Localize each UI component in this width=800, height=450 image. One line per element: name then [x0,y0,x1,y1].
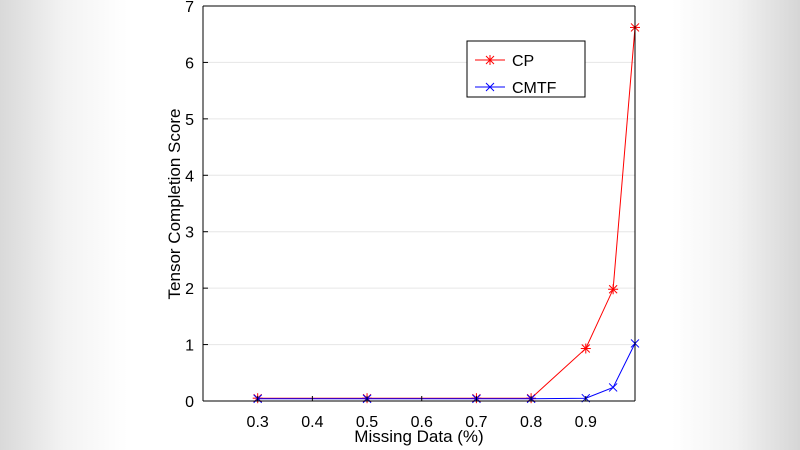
y-tick-label-6: 6 [185,55,194,72]
y-tick-label-5: 5 [185,112,194,129]
x-tick-label-1: 0.4 [301,414,323,431]
legend-label-cp: CP [512,53,534,70]
y-tick-label-0: 0 [185,394,194,411]
legend-marker-cmtf [485,82,495,92]
x-ticks: 0.3 0.4 0.5 0.6 0.7 0.8 0.9 [247,396,597,431]
figure-panel: 0.3 0.4 0.5 0.6 0.7 0.8 0.9 0 1 2 3 4 5 6 7 Missing D… [160,0,640,450]
point-cp-5 [608,284,619,295]
y-tick-label-3: 3 [185,225,194,242]
y-tick-label-1: 1 [185,338,194,355]
line-chart: 0.3 0.4 0.5 0.6 0.7 0.8 0.9 0 1 2 3 4 5 6 7 Missing D… [165,0,640,446]
y-tick-label-7: 7 [185,0,194,16]
x-tick-label-4: 0.7 [465,414,487,431]
y-tick-label-4: 4 [185,168,194,185]
legend-box [466,40,586,98]
x-tick-label-0: 0.3 [247,414,269,431]
legend-label-cmtf: CMTF [512,80,557,97]
legend-entries: CP CMTF [475,53,557,97]
point-cmtf-5 [608,383,618,392]
x-tick-label-5: 0.8 [520,414,542,431]
legend: CP CMTF [466,40,586,98]
legend-marker-cp [485,55,495,65]
x-axis-label: Missing Data (%) [354,427,483,446]
x-tick-label-3: 0.6 [411,414,433,431]
x-tick-label-2: 0.5 [356,414,378,431]
y-ticks: 0 1 2 3 4 5 6 7 [185,0,208,411]
x-tick-label-6: 0.9 [575,414,597,431]
point-cp-4 [580,343,591,354]
y-tick-label-2: 2 [185,281,194,298]
y-axis-label: Tensor Completion Score [165,109,184,300]
